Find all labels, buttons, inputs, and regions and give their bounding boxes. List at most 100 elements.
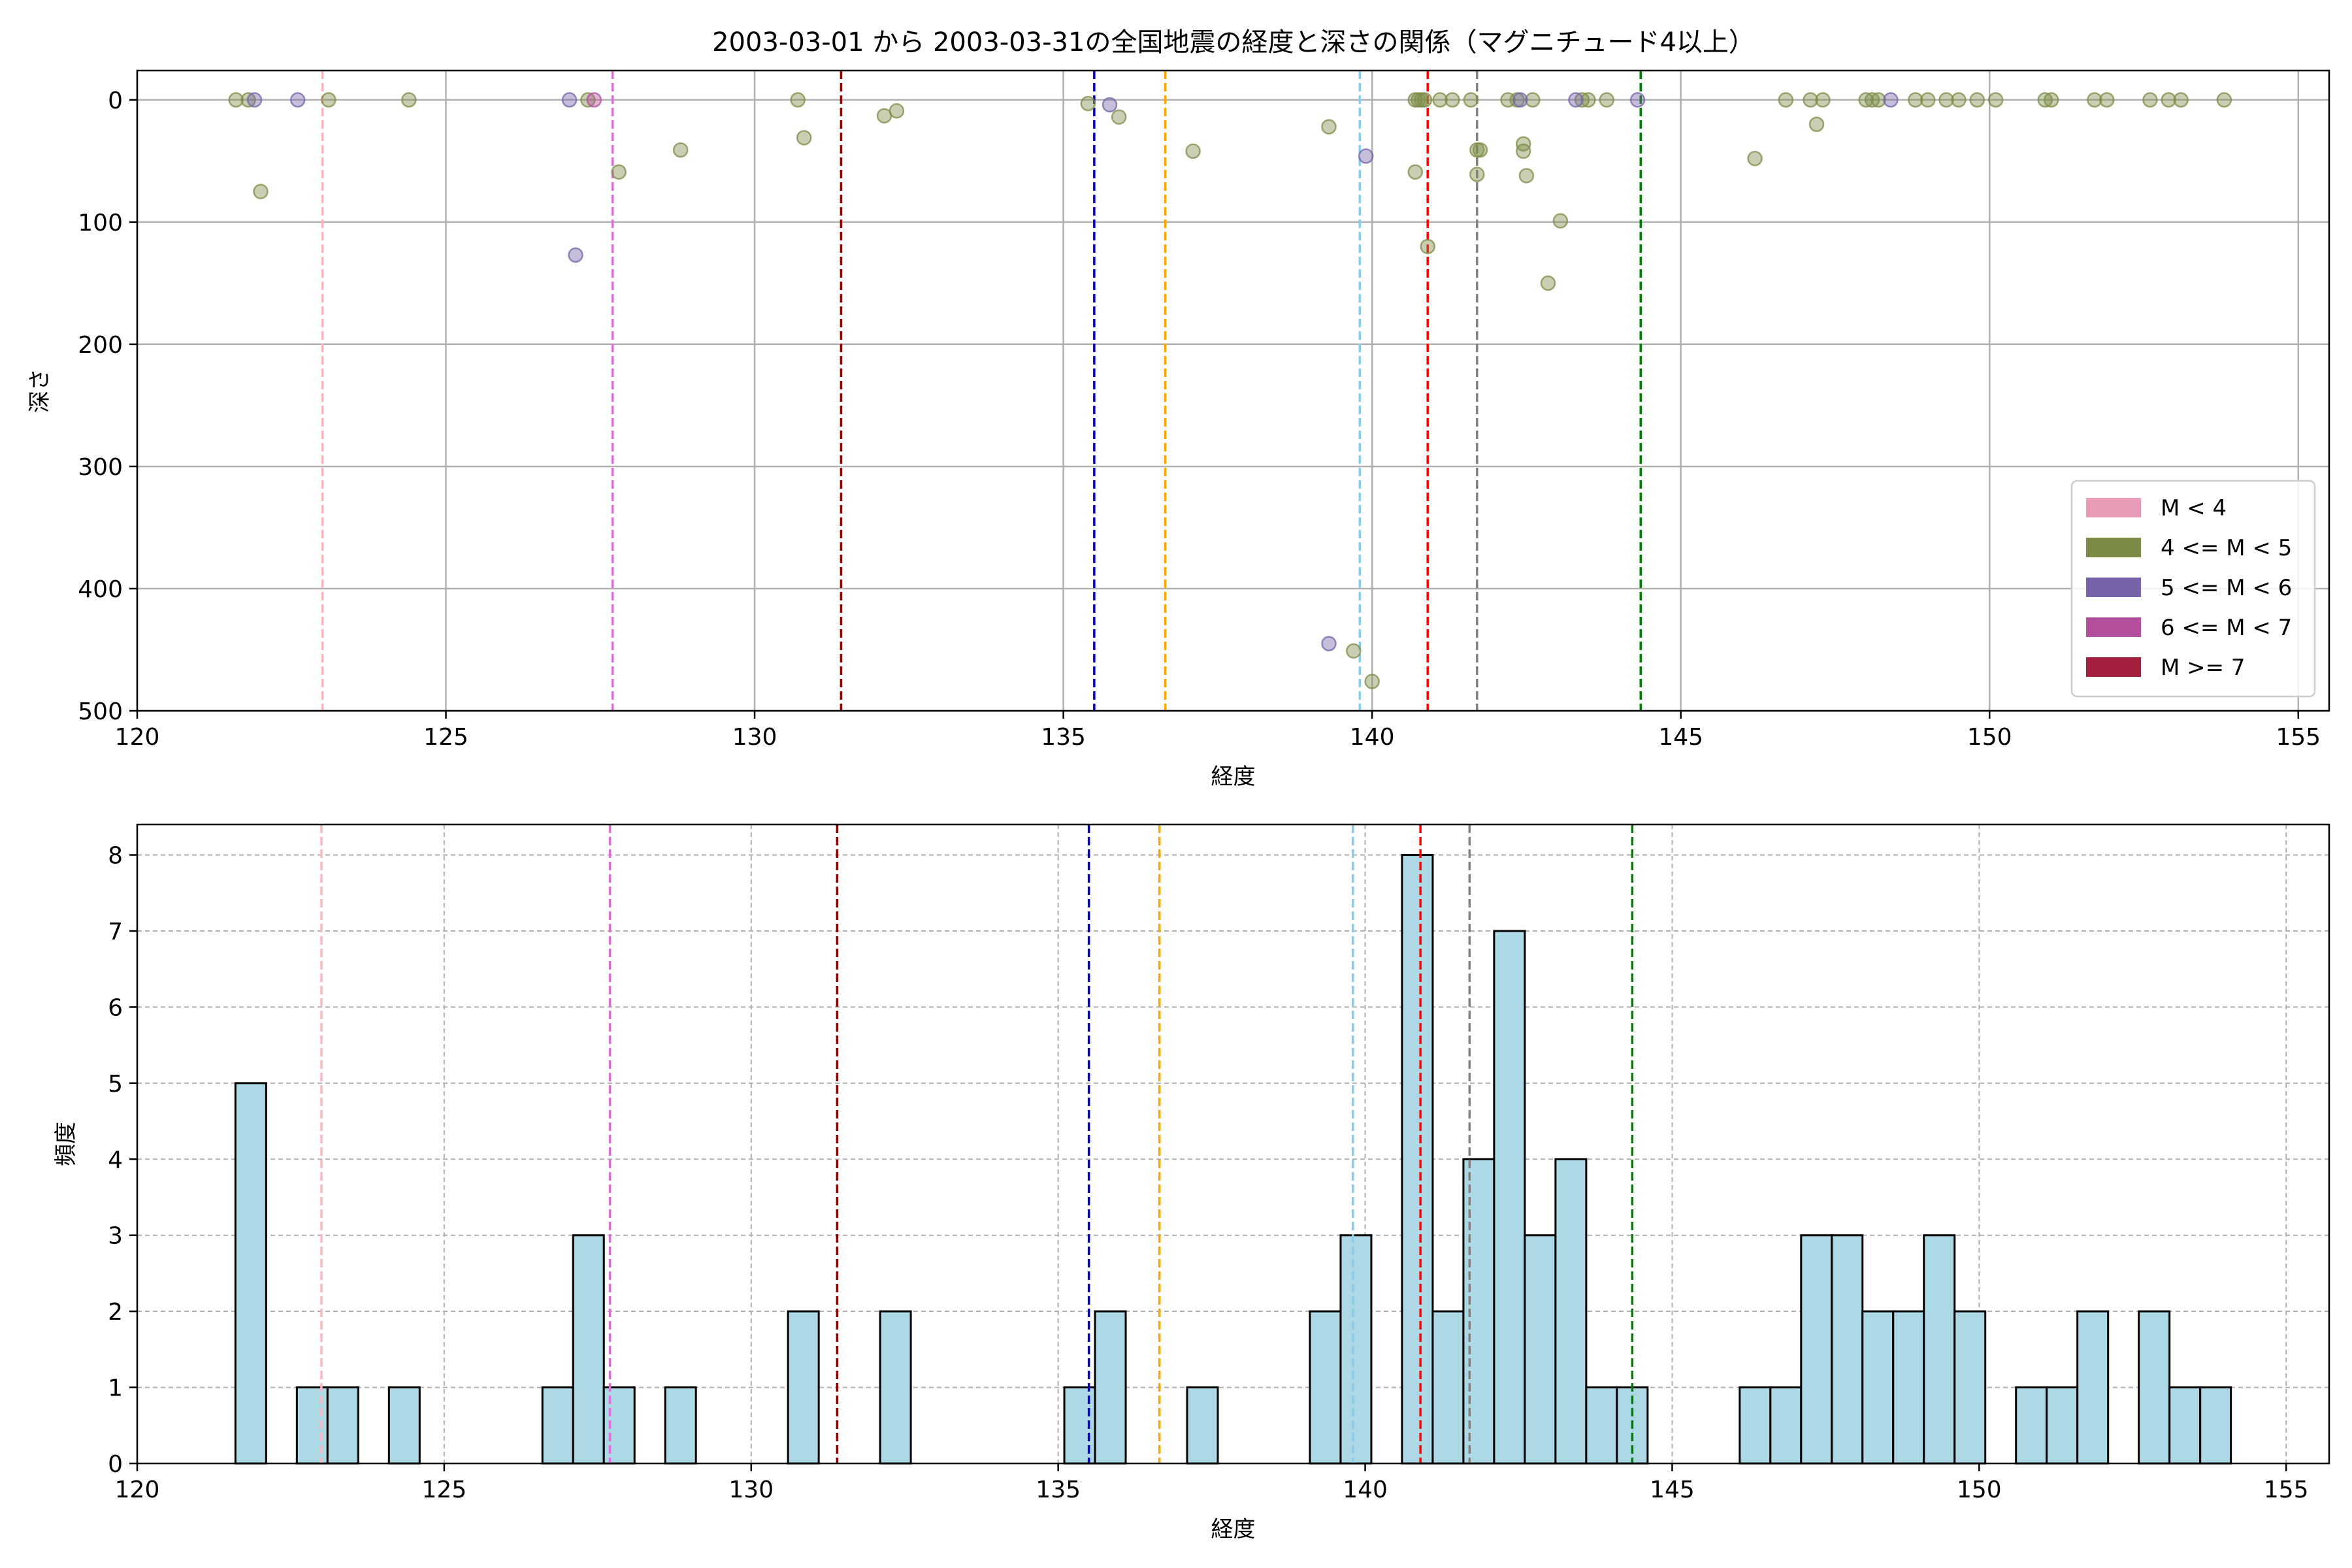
scatter-point	[1525, 92, 1541, 108]
scatter-point	[561, 92, 578, 108]
histogram-y-tick-label: 0	[108, 1451, 123, 1478]
histogram-bar	[1339, 1234, 1373, 1465]
scatter-point	[1080, 95, 1096, 112]
scatter-point	[1870, 92, 1886, 108]
histogram-bar	[1186, 1386, 1219, 1465]
scatter-point	[1469, 167, 1485, 182]
histogram-y-tick-label: 5	[108, 1071, 123, 1098]
scatter-point	[1518, 168, 1535, 184]
scatter-point	[1321, 636, 1337, 651]
scatter-point	[1445, 92, 1460, 108]
scatter-point	[1432, 92, 1448, 108]
histogram-x-tick-label: 120	[115, 1477, 160, 1503]
histogram-bar	[1739, 1386, 1772, 1465]
legend-swatch	[2086, 498, 2141, 517]
histogram-bar	[1462, 1158, 1495, 1465]
scatter-point	[889, 103, 905, 119]
scatter-point	[1883, 92, 1899, 108]
scatter-point	[568, 247, 583, 263]
histogram-bar	[1554, 1158, 1588, 1465]
histogram-bar	[1800, 1234, 1833, 1465]
histogram-x-axis-label: 経度	[1211, 1516, 1256, 1543]
histogram-bar	[1769, 1386, 1803, 1465]
scatter-y-ticks: 0 100 200 300 400 500	[78, 88, 137, 725]
scatter-point	[2087, 92, 2102, 108]
histogram-bar	[541, 1386, 574, 1465]
scatter-point	[289, 92, 306, 108]
scatter-point	[1321, 119, 1337, 135]
histogram-x-tick-label: 125	[422, 1477, 467, 1503]
histogram-bar	[1831, 1234, 1864, 1465]
scatter-y-tick-label: 100	[78, 210, 123, 237]
scatter-reference-lines	[321, 71, 1642, 711]
scatter-point	[1629, 92, 1646, 108]
scatter-x-tick-label: 125	[423, 724, 468, 751]
scatter-points	[228, 92, 2232, 689]
histogram-x-tick-label: 140	[1343, 1477, 1388, 1503]
scatter-point	[1407, 164, 1424, 180]
scatter-y-tick-label: 0	[108, 88, 123, 114]
histogram-bar	[2199, 1386, 2232, 1465]
scatter-x-axis-label: 経度	[1211, 764, 1256, 790]
scatter-point	[1599, 92, 1615, 108]
histogram-y-tick-label: 4	[108, 1147, 123, 1173]
histogram-bar	[1401, 854, 1434, 1465]
histogram-bar	[1923, 1234, 1956, 1465]
histogram-bar	[1953, 1310, 1987, 1465]
histogram-bar	[2046, 1386, 2079, 1465]
histogram-bar	[1861, 1310, 1895, 1465]
histogram-y-tick-label: 8	[108, 843, 123, 870]
scatter-point	[1747, 150, 1763, 167]
histogram-bar	[2015, 1386, 2048, 1465]
scatter-point	[1580, 92, 1596, 108]
histogram-bar	[2138, 1310, 2171, 1465]
histogram-bar	[295, 1386, 329, 1465]
histogram-bar	[1493, 930, 1526, 1465]
scatter-point	[1346, 643, 1362, 659]
scatter-point	[1987, 92, 2004, 108]
scatter-point	[1472, 142, 1488, 158]
scatter-point	[1815, 92, 1831, 108]
histogram-bar	[879, 1310, 912, 1465]
scatter-point	[1102, 97, 1118, 113]
scatter-point	[253, 184, 269, 199]
scatter-x-tick-label: 150	[1967, 724, 2012, 751]
legend-label: 5 <= M < 6	[2161, 575, 2292, 601]
scatter-point	[1416, 92, 1433, 108]
scatter-point	[2099, 92, 2115, 108]
histogram-x-tick-label: 155	[2264, 1477, 2309, 1503]
histogram-bar	[2076, 1310, 2110, 1465]
scatter-point	[1111, 109, 1127, 125]
histogram-bar	[2168, 1386, 2202, 1465]
histogram-bar	[1585, 1386, 1618, 1465]
legend-label: M >= 7	[2161, 655, 2246, 681]
legend-label: M < 4	[2161, 495, 2227, 521]
scatter-point	[401, 92, 417, 108]
histogram-bar	[1524, 1234, 1557, 1465]
scatter-point	[1951, 92, 1967, 108]
histogram-y-tick-label: 7	[108, 919, 123, 945]
scatter-point	[1919, 92, 1936, 108]
histogram-bar	[326, 1386, 359, 1465]
histogram-y-tick-label: 2	[108, 1299, 123, 1326]
legend-label: 4 <= M < 5	[2161, 535, 2292, 561]
scatter-panel: 120 125 130 135 140 145 150 155 0 100 200 300 400 50…	[27, 69, 2330, 790]
histogram-panel: 120 125 130 135 140 145 150 155 0 1 2 3 4 5 6 7 8 経度 頻度	[53, 823, 2330, 1543]
histogram-y-ticks: 0 1 2 3 4 5 6 7 8	[108, 843, 137, 1478]
scatter-x-tick-label: 155	[2276, 724, 2321, 751]
histogram-y-tick-label: 3	[108, 1223, 123, 1250]
histogram-bar	[387, 1386, 421, 1465]
histogram-bars	[234, 854, 2232, 1465]
histogram-bar	[572, 1234, 605, 1465]
scatter-point	[2142, 92, 2158, 108]
histogram-y-axis-label: 頻度	[53, 1122, 79, 1166]
scatter-point	[796, 130, 812, 146]
scatter-x-tick-label: 120	[115, 724, 160, 751]
legend: M < 4 4 <= M < 5 5 <= M < 6 6 <= M < 7 M >= …	[2070, 480, 2316, 698]
scatter-point	[790, 92, 806, 108]
scatter-point	[228, 92, 244, 108]
scatter-x-tick-label: 140	[1350, 724, 1395, 751]
scatter-point	[1808, 116, 1825, 133]
scatter-point	[1938, 92, 1954, 108]
